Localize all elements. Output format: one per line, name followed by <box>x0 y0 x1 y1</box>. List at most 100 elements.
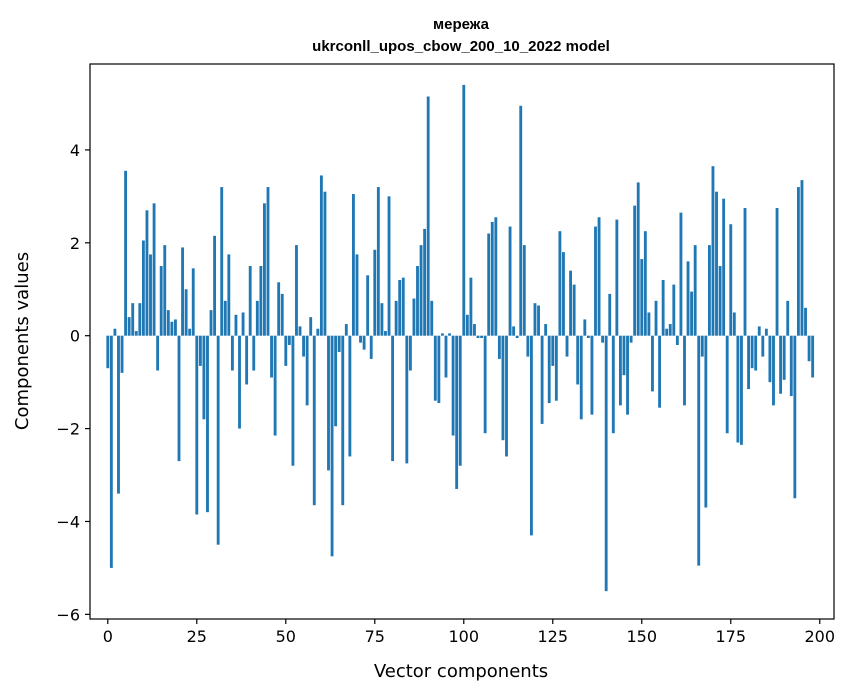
bar-135 <box>586 335 590 339</box>
bar-61 <box>323 191 327 336</box>
bar-144 <box>618 335 622 406</box>
bar-166 <box>697 335 701 566</box>
bar-131 <box>572 284 576 336</box>
bar-168 <box>704 335 708 508</box>
bar-129 <box>565 335 569 357</box>
bar-50 <box>284 335 288 366</box>
bar-19 <box>174 319 177 336</box>
x-tick-label-175: 175 <box>715 627 746 646</box>
bar-138 <box>597 217 601 336</box>
bar-161 <box>679 212 683 336</box>
bar-12 <box>149 254 152 336</box>
bar-86 <box>412 298 416 336</box>
bar-21 <box>181 247 184 336</box>
bar-54 <box>298 326 302 336</box>
bar-109 <box>494 217 498 336</box>
bar-46 <box>270 335 273 378</box>
bar-76 <box>376 187 380 336</box>
bar-60 <box>319 175 323 336</box>
bar-94 <box>441 333 444 336</box>
bar-25 <box>195 335 199 515</box>
bar-96 <box>448 333 451 336</box>
bar-65 <box>337 335 341 352</box>
bar-47 <box>273 335 277 436</box>
bar-136 <box>590 335 594 415</box>
bar-183 <box>757 326 761 336</box>
bar-14 <box>156 335 160 371</box>
bar-111 <box>501 335 505 441</box>
bar-62 <box>327 335 330 471</box>
bar-156 <box>661 279 665 336</box>
bar-120 <box>533 303 537 336</box>
bar-53 <box>295 245 298 336</box>
bar-45 <box>266 187 270 336</box>
bars-group <box>106 84 815 592</box>
bar-128 <box>562 252 565 336</box>
chart-title: мережа <box>433 16 490 33</box>
bar-195 <box>800 180 804 336</box>
bar-164 <box>690 291 694 336</box>
bar-137 <box>594 226 597 336</box>
bar-102 <box>469 277 473 336</box>
bar-16 <box>163 245 167 336</box>
bar-165 <box>693 245 697 336</box>
bar-169 <box>707 245 711 336</box>
bar-167 <box>700 335 704 357</box>
bar-77 <box>380 303 384 336</box>
bar-82 <box>398 279 402 336</box>
bar-132 <box>576 335 580 385</box>
bar-157 <box>665 328 669 336</box>
bar-38 <box>241 312 245 336</box>
bar-146 <box>626 335 629 415</box>
x-tick-label-0: 0 <box>103 627 113 646</box>
bar-32 <box>220 187 224 336</box>
bar-127 <box>558 231 562 336</box>
bar-181 <box>750 335 754 369</box>
bar-145 <box>622 335 626 376</box>
bar-141 <box>608 293 612 336</box>
bar-184 <box>761 335 765 357</box>
bar-170 <box>711 166 715 336</box>
bar-44 <box>263 203 266 336</box>
bar-17 <box>166 310 170 336</box>
bar-31 <box>216 335 220 545</box>
bar-198 <box>811 335 815 378</box>
bar-18 <box>170 321 174 336</box>
bar-178 <box>740 335 743 445</box>
bar-7 <box>131 303 135 336</box>
x-axis-label: Vector components <box>374 661 548 682</box>
bar-92 <box>433 335 437 401</box>
bar-3 <box>117 335 120 494</box>
bar-52 <box>291 335 295 466</box>
y-tick-label-0: 0 <box>70 327 80 346</box>
bar-10 <box>141 240 145 336</box>
y-tick-label--6: −6 <box>56 605 80 624</box>
bar-103 <box>473 324 476 336</box>
bar-150 <box>640 259 644 336</box>
bar-78 <box>384 331 387 336</box>
bar-100 <box>462 84 466 336</box>
bar-24 <box>191 268 195 336</box>
bar-130 <box>569 270 572 336</box>
bar-37 <box>238 335 241 429</box>
x-tick-label-200: 200 <box>804 627 835 646</box>
bar-80 <box>391 335 395 462</box>
bar-152 <box>647 312 651 336</box>
bar-142 <box>611 335 615 434</box>
bar-26 <box>198 335 202 366</box>
bar-29 <box>209 310 213 336</box>
bar-193 <box>793 335 797 499</box>
bar-187 <box>772 335 775 406</box>
bar-23 <box>188 328 192 336</box>
bar-105 <box>480 335 484 339</box>
bar-15 <box>159 266 163 336</box>
bar-148 <box>633 205 637 336</box>
bar-108 <box>490 221 494 336</box>
bar-88 <box>419 245 423 336</box>
bar-176 <box>732 312 736 336</box>
bar-6 <box>127 317 131 336</box>
bar-189 <box>779 335 783 394</box>
x-axis-ticks: 0 25 50 75 100 125 150 175 200 <box>103 619 835 646</box>
bar-155 <box>658 335 661 408</box>
